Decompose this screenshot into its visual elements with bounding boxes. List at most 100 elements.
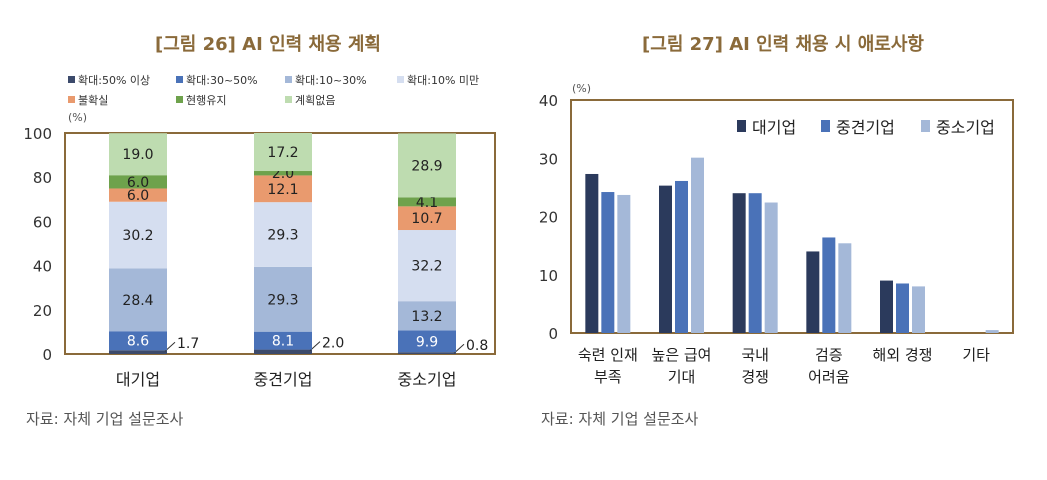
chart-27-category-label: 어려움 [808, 368, 849, 386]
chart-27-category-label: 기타 [962, 346, 990, 364]
chart-26-categories: 대기업 중견기업 중소기업 [116, 370, 457, 389]
chart-26-data-label: 28.9 [411, 158, 442, 174]
chart-26-bar-segment [109, 201, 167, 269]
chart-26-data-label: 32.2 [411, 259, 442, 275]
chart-26-data-label: 8.6 [127, 334, 149, 350]
chart-27-bars [585, 157, 999, 333]
chart-26-legend-label: 계획없음 [295, 94, 335, 107]
chart-27-bar [748, 193, 762, 333]
chart-27-y-tick: 20 [539, 209, 558, 227]
chart-27-category-label: 높은 급여 [652, 346, 712, 364]
chart-27-legend-label: 중소기업 [936, 118, 995, 137]
chart-26-bar-segment [254, 266, 312, 332]
chart-27-category-label: 검증 [815, 346, 843, 364]
chart-27-y-tick: 40 [539, 92, 558, 110]
chart-26-data-label: 6.0 [127, 188, 149, 204]
chart-27-legend-swatch [921, 120, 930, 132]
chart-26-legend-label: 확대:10~30% [295, 74, 367, 87]
chart-27-bar [912, 286, 925, 333]
chart-26-bar-segment [398, 206, 456, 231]
chart-27-source: 자료: 자체 기업 설문조사 [541, 410, 699, 428]
chart-27-legend-label: 대기업 [752, 118, 796, 137]
chart-26-legend-swatch [397, 76, 404, 83]
chart-27-bar [617, 194, 631, 333]
chart-26-data-label: 17.2 [267, 145, 298, 161]
chart-26-y-unit: (%) [68, 111, 87, 124]
chart-26-bar-segment [109, 175, 167, 189]
chart-26-data-label: 0.8 [466, 338, 488, 354]
chart-26-legend-swatch [285, 76, 292, 83]
chart-27-bar [838, 243, 852, 333]
chart-26-bar-segment [398, 230, 456, 302]
chart-27-bar [764, 202, 778, 333]
chart-26-bar-segment [109, 188, 167, 202]
chart-26-legend-swatch [176, 76, 183, 83]
chart-27-title: [그림 27] AI 인력 채용 시 애로사항 [642, 34, 924, 55]
chart-26-bar-segment [398, 330, 456, 353]
chart-26-category-label: 대기업 [116, 370, 160, 389]
chart-27-bar [675, 180, 688, 333]
chart-27-y-tick: 0 [548, 325, 558, 343]
chart-27-plot-frame [570, 99, 1014, 334]
chart-26-data-label: 28.4 [122, 293, 153, 309]
chart-26-y-tick: 60 [33, 213, 52, 231]
chart-26-bar-segment [254, 171, 312, 176]
chart-27-bar [691, 157, 704, 333]
chart-26-legend-swatch [68, 76, 75, 83]
chart-26-bar-segment [109, 350, 167, 354]
chart-26-data-label: 1.7 [177, 336, 199, 352]
chart-26-bar-segment [109, 331, 167, 351]
chart-26-bar-segment [109, 133, 167, 176]
chart-26-y-tick: 0 [42, 346, 52, 364]
chart-26-data-label: 29.3 [267, 292, 298, 308]
chart-27-bar [806, 251, 820, 333]
chart-26-bar-segment [254, 175, 312, 203]
chart-26-bar-segment [109, 268, 167, 332]
chart-26-title: [그림 26] AI 인력 채용 계획 [155, 34, 381, 55]
chart-27-bar [585, 173, 599, 333]
chart-27-bar [896, 283, 909, 333]
chart-26-y-tick: 40 [33, 258, 52, 276]
chart-26-data-label: 29.3 [267, 228, 298, 244]
chart-27-bar [732, 193, 746, 333]
chart-26-legend-label: 확대:10% 미만 [407, 74, 479, 87]
chart-26-legend-label: 확대:50% 이상 [78, 74, 150, 87]
chart-26-legend-label: 불확실 [78, 94, 108, 107]
chart-26-legend-swatch [285, 96, 292, 103]
chart-26-data-label: 10.7 [411, 211, 442, 227]
chart-26-legend-label: 확대:30~50% [186, 74, 258, 87]
chart-26-bar-segment [254, 331, 312, 350]
chart-27-bar [822, 237, 836, 333]
chart-26-bar-segment [254, 133, 312, 172]
chart-26-bar-segment [398, 197, 456, 207]
chart-27-category-label: 숙련 인재 [578, 346, 638, 364]
chart-26-legend-swatch [176, 96, 183, 103]
chart-26-bar-segment [254, 349, 312, 354]
chart-27-bar [985, 330, 999, 333]
chart-27-bar [880, 280, 893, 333]
chart-26-bar-segment [398, 301, 456, 331]
chart-26-category-label: 중견기업 [254, 370, 313, 389]
chart-27-bar [659, 185, 672, 333]
chart-26-category-label: 중소기업 [398, 370, 457, 389]
chart-26-bar-segment [254, 202, 312, 267]
chart-26-y-tick: 20 [33, 302, 52, 320]
chart-27-category-label: 국내 [741, 346, 769, 364]
chart-27-bar [601, 192, 615, 333]
chart-26-bar-segment [398, 352, 456, 354]
chart-26-y-tick: 100 [23, 125, 52, 143]
chart-27-y-tick: 10 [539, 267, 558, 285]
chart-26-legend-label: 현행유지 [186, 94, 226, 107]
chart-27-y-tick: 30 [539, 150, 558, 168]
chart-26-data-label: 13.2 [411, 309, 442, 325]
chart-26-bars: 1.7 8.6 28.4 30.2 6.06.0 19.0 2.0 8.1 29.3 29.3 12… [109, 133, 488, 354]
chart-26-data-label: 12.1 [267, 182, 298, 198]
chart-26-data-label: 8.1 [272, 334, 294, 350]
chart-27-legend-swatch [821, 120, 830, 132]
chart-26-data-label: 2.0 [322, 336, 344, 352]
chart-27-y-axis: (%) 0 10 20 30 40 [539, 82, 1014, 343]
